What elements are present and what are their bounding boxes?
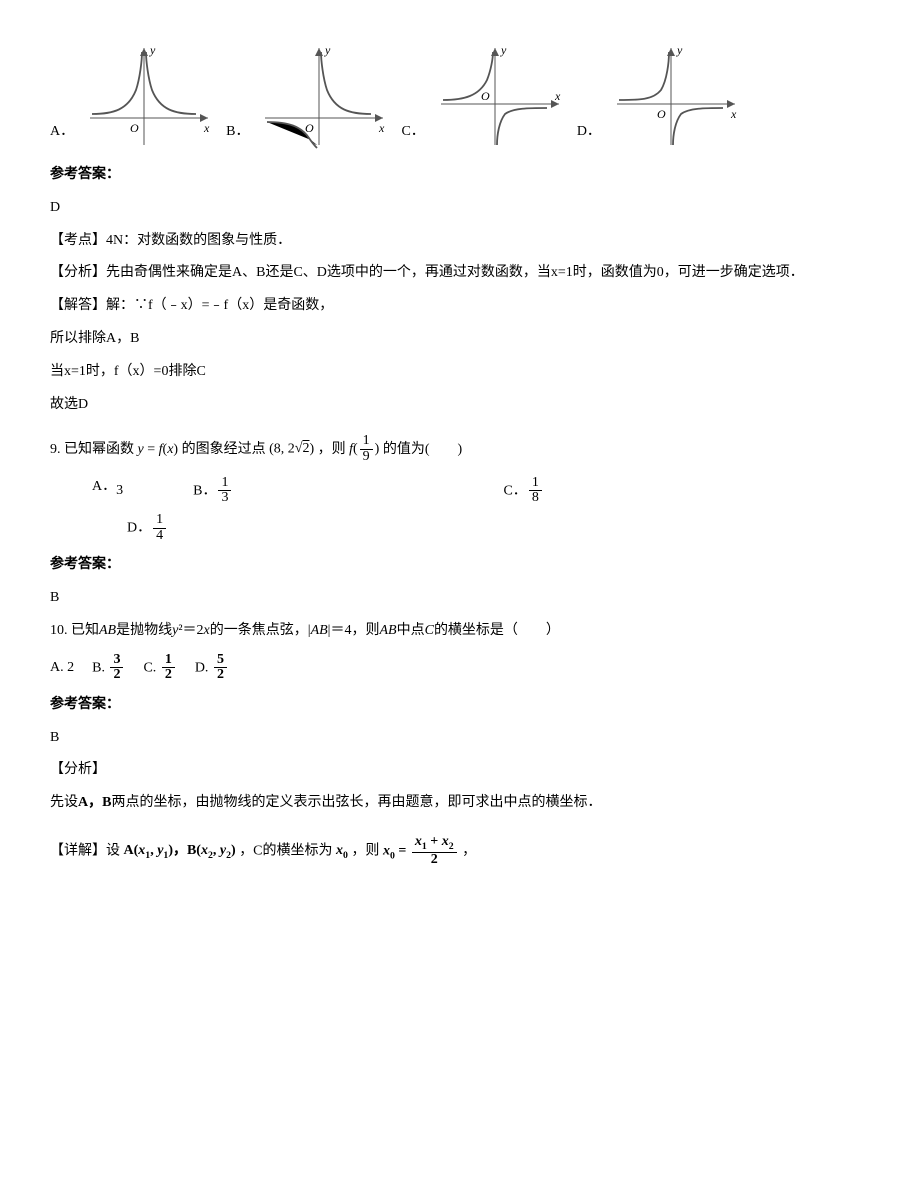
svg-text:y: y: [324, 43, 331, 57]
q10-A-coord: A(x1, y1)，B(x2, y2): [124, 836, 236, 867]
svg-text:x: x: [203, 121, 210, 135]
q9-optC: C．18: [503, 476, 543, 507]
q8-jieda4: 故选D: [50, 390, 870, 421]
q8-answer: D: [50, 193, 870, 224]
svg-text:y: y: [500, 43, 507, 57]
q10-eq: x0 = x1 + x22: [383, 835, 459, 868]
graph-d: x y O: [605, 40, 745, 150]
q9-point: (8, 2√2): [269, 434, 314, 465]
q9-optA: A．3: [92, 472, 123, 507]
option-a-label: A．: [50, 117, 78, 150]
q10-fenxi-label: 【分析】: [50, 755, 870, 786]
svg-text:O: O: [657, 107, 666, 121]
q9-mid2: ，则: [318, 442, 346, 457]
option-c-label: C．: [401, 117, 428, 150]
q10-x0: x0: [336, 836, 348, 867]
svg-text:y: y: [149, 43, 156, 57]
option-a: A． x y O: [50, 40, 218, 150]
q10-options: A. 2 B. 32 C. 12 D. 52: [50, 653, 870, 684]
q10-optD: D. 52: [195, 653, 229, 684]
q10-fenxi-body: 先设A，B两点的坐标，由抛物线的定义表示出弦长，再由题意，即可求出中点的横坐标．: [50, 788, 870, 819]
q8-jieda3: 当x=1时，f（x）=0排除C: [50, 357, 870, 388]
svg-text:x: x: [554, 89, 561, 103]
q8-kaodian: 【考点】4N：对数函数的图象与性质．: [50, 226, 870, 257]
q8-jieda2: 所以排除A，B: [50, 324, 870, 355]
q9-optB: B．13: [193, 476, 233, 507]
q9-options-2: D．14: [50, 513, 870, 544]
svg-text:x: x: [378, 121, 385, 135]
svg-text:O: O: [305, 121, 314, 135]
q8-jieda1: 【解答】解：∵f（﹣x）=﹣f（x）是奇函数，: [50, 291, 870, 322]
q9-answer-label: 参考答案：: [50, 550, 870, 581]
q10-stem: 10. 已知AB是抛物线y²＝2x的一条焦点弦，|AB|＝4，则AB中点C的横坐…: [50, 616, 870, 647]
option-b-label: B．: [226, 117, 253, 150]
svg-text:O: O: [130, 121, 139, 135]
q9-fval: f(19): [349, 434, 379, 465]
graph-c: x y O: [429, 40, 569, 150]
q10-detail: 【详解】设 A(x1, y1)，B(x2, y2) ，C的横坐标为 x0 ，则 …: [50, 835, 870, 868]
q8-answer-label: 参考答案：: [50, 160, 870, 191]
q9-fn: y = f(x): [138, 435, 179, 466]
q9-mid1: 的图象经过点: [182, 442, 266, 457]
q10-optB: B. 32: [92, 653, 125, 684]
svg-text:O: O: [481, 89, 490, 103]
svg-text:x: x: [730, 107, 737, 121]
svg-text:y: y: [676, 43, 683, 57]
q10-answer: B: [50, 723, 870, 754]
graph-options-row: A． x y O B． x y: [50, 40, 870, 150]
option-d: D． x y O: [577, 40, 745, 150]
q10-answer-label: 参考答案：: [50, 690, 870, 721]
graph-a: x y O: [78, 40, 218, 150]
q10-optA: A. 2: [50, 653, 74, 684]
graph-b: x y O: [253, 40, 393, 150]
q9-stem: 9. 已知幂函数 y = f(x) 的图象经过点 (8, 2√2) ，则 f(1…: [50, 434, 870, 466]
option-c: C． x y O: [401, 40, 568, 150]
q9-optD: D．14: [127, 513, 168, 544]
q8-fenxi: 【分析】先由奇偶性来确定是A、B还是C、D选项中的一个，再通过对数函数，当x=1…: [50, 258, 870, 289]
option-d-label: D．: [577, 117, 605, 150]
option-b: B． x y O: [226, 40, 393, 150]
q10-optC: C. 12: [143, 653, 176, 684]
q9-answer: B: [50, 583, 870, 614]
q9-suffix: 的值为( ): [383, 442, 462, 457]
q9-options-1: A．3 B．13 C．18: [50, 472, 870, 507]
q9-prefix: 9. 已知幂函数: [50, 442, 134, 457]
